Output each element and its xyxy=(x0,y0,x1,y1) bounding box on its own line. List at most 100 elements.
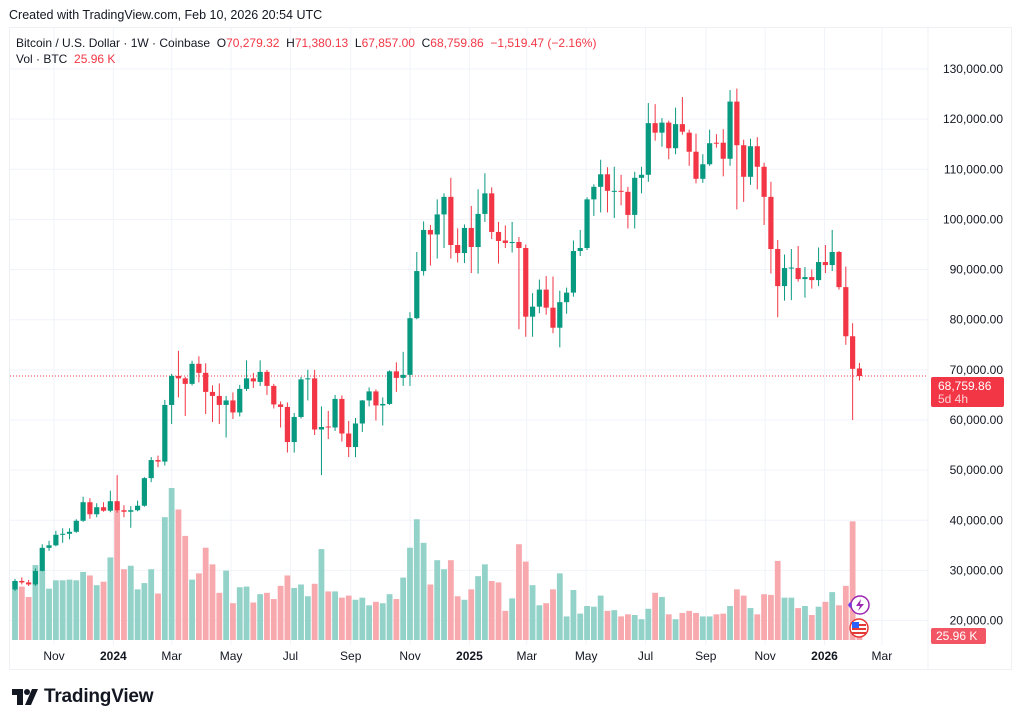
candle[interactable] xyxy=(625,186,631,229)
candle[interactable] xyxy=(189,360,195,386)
candle[interactable] xyxy=(659,118,665,147)
candle[interactable] xyxy=(489,187,495,239)
candle[interactable] xyxy=(264,369,270,395)
candle[interactable] xyxy=(257,360,263,386)
candle[interactable] xyxy=(196,356,202,383)
candle[interactable] xyxy=(46,540,52,551)
candle[interactable] xyxy=(169,373,175,424)
candle[interactable] xyxy=(312,369,318,436)
candle[interactable] xyxy=(305,369,311,401)
candle[interactable] xyxy=(128,506,134,528)
candle[interactable] xyxy=(434,199,440,259)
candle[interactable] xyxy=(781,254,788,301)
candle[interactable] xyxy=(271,383,277,409)
candle[interactable] xyxy=(809,269,815,289)
candle[interactable] xyxy=(298,376,304,419)
candle[interactable] xyxy=(230,392,236,419)
candle[interactable] xyxy=(754,137,760,190)
tradingview-logo[interactable]: TradingView xyxy=(12,686,154,708)
candle[interactable] xyxy=(516,236,522,330)
candle[interactable] xyxy=(591,184,597,216)
candle[interactable] xyxy=(788,249,794,301)
candle[interactable] xyxy=(284,402,290,453)
candle[interactable] xyxy=(475,189,481,274)
candle[interactable] xyxy=(734,88,740,210)
candle[interactable] xyxy=(850,323,856,420)
candle[interactable] xyxy=(455,228,461,263)
candle[interactable] xyxy=(352,417,359,458)
candle[interactable] xyxy=(359,399,365,433)
candle[interactable] xyxy=(495,221,502,264)
lightning-event-icon[interactable] xyxy=(848,595,870,615)
candle[interactable] xyxy=(666,120,672,160)
candle[interactable] xyxy=(393,362,399,392)
candle[interactable] xyxy=(598,159,604,213)
candle[interactable] xyxy=(741,139,747,202)
candle[interactable] xyxy=(223,395,229,438)
candle[interactable] xyxy=(80,496,86,522)
candle[interactable] xyxy=(32,568,39,586)
candle[interactable] xyxy=(713,134,720,148)
candle[interactable] xyxy=(509,221,515,253)
candle[interactable] xyxy=(720,129,726,177)
candle[interactable] xyxy=(203,363,209,414)
candle[interactable] xyxy=(339,395,345,442)
candle[interactable] xyxy=(822,244,828,274)
candle[interactable] xyxy=(209,385,216,422)
candle[interactable] xyxy=(175,350,182,398)
candle[interactable] xyxy=(829,229,835,272)
candle[interactable] xyxy=(468,205,474,274)
candle[interactable] xyxy=(39,544,45,572)
candle[interactable] xyxy=(421,221,427,276)
candle[interactable] xyxy=(768,181,774,274)
candle[interactable] xyxy=(700,154,706,183)
candle[interactable] xyxy=(373,389,379,421)
candle[interactable] xyxy=(577,229,583,257)
candle[interactable] xyxy=(584,197,590,251)
candle[interactable] xyxy=(747,138,754,185)
candle[interactable] xyxy=(802,267,808,298)
candle[interactable] xyxy=(332,394,338,432)
candle[interactable] xyxy=(100,502,107,512)
candle[interactable] xyxy=(611,166,617,218)
candle[interactable] xyxy=(775,239,781,318)
candle[interactable] xyxy=(461,224,468,264)
candle[interactable] xyxy=(60,528,66,543)
candle[interactable] xyxy=(707,129,713,166)
candle[interactable] xyxy=(12,578,18,591)
candle[interactable] xyxy=(672,107,679,155)
candle[interactable] xyxy=(121,505,127,518)
candle[interactable] xyxy=(686,129,692,166)
candle[interactable] xyxy=(502,225,508,248)
candle[interactable] xyxy=(693,133,699,184)
candle[interactable] xyxy=(570,240,577,297)
candle[interactable] xyxy=(182,376,188,416)
candle[interactable] xyxy=(26,579,32,586)
candle[interactable] xyxy=(243,360,250,391)
candle[interactable] xyxy=(87,498,93,519)
candle[interactable] xyxy=(856,362,863,381)
us-flag-event-icon[interactable] xyxy=(849,618,869,638)
candle[interactable] xyxy=(529,293,536,337)
candle[interactable] xyxy=(632,171,638,229)
candle[interactable] xyxy=(441,193,447,248)
candle[interactable] xyxy=(325,410,331,440)
volume-label[interactable]: Vol · BTC xyxy=(16,52,68,66)
candle[interactable] xyxy=(604,167,611,213)
candle[interactable] xyxy=(400,351,406,386)
candle[interactable] xyxy=(550,276,556,334)
candle[interactable] xyxy=(618,174,624,206)
candle[interactable] xyxy=(141,477,147,507)
candle[interactable] xyxy=(843,266,849,345)
candle[interactable] xyxy=(237,384,243,417)
candle[interactable] xyxy=(134,500,141,512)
candle[interactable] xyxy=(836,251,842,290)
candle[interactable] xyxy=(114,475,120,513)
candle[interactable] xyxy=(815,247,822,287)
candle[interactable] xyxy=(652,104,658,141)
candle[interactable] xyxy=(380,397,386,426)
candle[interactable] xyxy=(638,166,645,194)
candle[interactable] xyxy=(162,399,168,466)
candle[interactable] xyxy=(386,370,393,405)
